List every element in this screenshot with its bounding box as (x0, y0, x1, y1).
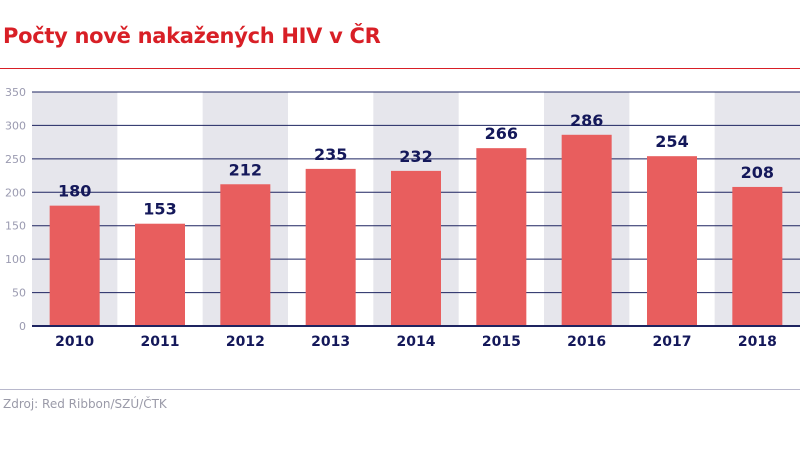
data-label: 232 (399, 147, 432, 166)
data-label: 212 (229, 160, 262, 179)
x-tick-label: 2015 (482, 334, 521, 350)
y-tick-label: 300 (5, 119, 26, 132)
chart-title: Počty nově nakažených HIV v ČR (3, 24, 381, 48)
x-tick-label: 2013 (311, 334, 350, 350)
x-tick-label: 2014 (397, 334, 436, 350)
x-tick-label: 2018 (738, 334, 777, 350)
data-label: 208 (741, 163, 774, 182)
data-label: 180 (58, 182, 91, 201)
bar-2018 (732, 186, 783, 326)
source-note: Zdroj: Red Ribbon/SZÚ/ČTK (3, 397, 167, 411)
bar-2017 (647, 156, 697, 326)
y-tick-label: 250 (5, 153, 26, 166)
bar-2011 (135, 223, 185, 326)
bar-2014 (391, 170, 441, 326)
x-tick-label: 2016 (567, 334, 606, 350)
y-tick-label: 0 (19, 320, 26, 333)
x-tick-label: 2010 (55, 334, 94, 350)
bar-2013 (305, 168, 356, 326)
source-divider (0, 389, 800, 390)
bar-2016 (561, 134, 612, 326)
bar-2012 (220, 184, 271, 326)
y-tick-label: 200 (5, 186, 26, 199)
data-label: 153 (143, 200, 176, 219)
data-label: 266 (485, 124, 518, 143)
y-tick-label: 150 (5, 220, 26, 233)
x-tick-label: 2012 (226, 334, 265, 350)
x-tick-label: 2011 (141, 334, 180, 350)
y-tick-label: 100 (5, 253, 26, 266)
bar-2010 (49, 205, 100, 326)
y-tick-label: 50 (12, 287, 26, 300)
data-label: 254 (655, 132, 688, 151)
data-label: 286 (570, 111, 603, 130)
x-tick-label: 2017 (653, 334, 692, 350)
title-divider (0, 68, 800, 69)
y-tick-label: 350 (5, 86, 26, 99)
bar-2015 (476, 148, 527, 326)
data-label: 235 (314, 145, 347, 164)
